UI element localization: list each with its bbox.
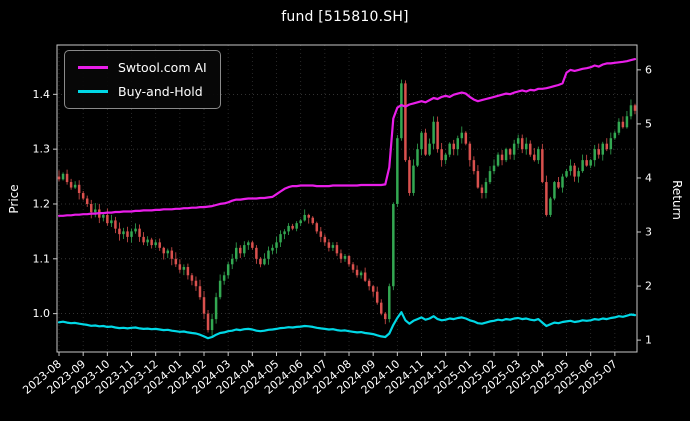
svg-text:5: 5 (645, 117, 652, 130)
price-axis-label: Price (7, 184, 21, 214)
svg-text:1.1: 1.1 (33, 252, 51, 265)
svg-text:1.3: 1.3 (33, 143, 51, 156)
svg-text:2: 2 (645, 280, 652, 293)
svg-text:6: 6 (645, 63, 652, 76)
legend-item-ai: Swtool.com AI (78, 60, 207, 75)
buy-and-hold-line-swatch (78, 90, 108, 93)
ai-return-line (57, 57, 637, 217)
return-axis-label: Return (670, 180, 684, 220)
buy-and-hold-return-line (57, 311, 637, 340)
svg-text:1.4: 1.4 (33, 88, 51, 101)
legend-label-ai: Swtool.com AI (118, 60, 207, 75)
svg-text:1.0: 1.0 (33, 307, 51, 320)
ai-line-swatch (78, 66, 108, 69)
legend-item-buy-and-hold: Buy-and-Hold (78, 84, 207, 99)
legend: Swtool.com AI Buy-and-Hold (64, 50, 221, 109)
svg-text:3: 3 (645, 226, 652, 239)
svg-text:1.2: 1.2 (33, 197, 51, 210)
chart-title: fund [515810.SH] (281, 9, 409, 25)
candlestick-series (57, 79, 637, 336)
plot-border (56, 44, 638, 353)
legend-label-buy-and-hold: Buy-and-Hold (118, 84, 203, 99)
svg-text:4: 4 (645, 171, 652, 184)
svg-text:1: 1 (645, 334, 652, 347)
